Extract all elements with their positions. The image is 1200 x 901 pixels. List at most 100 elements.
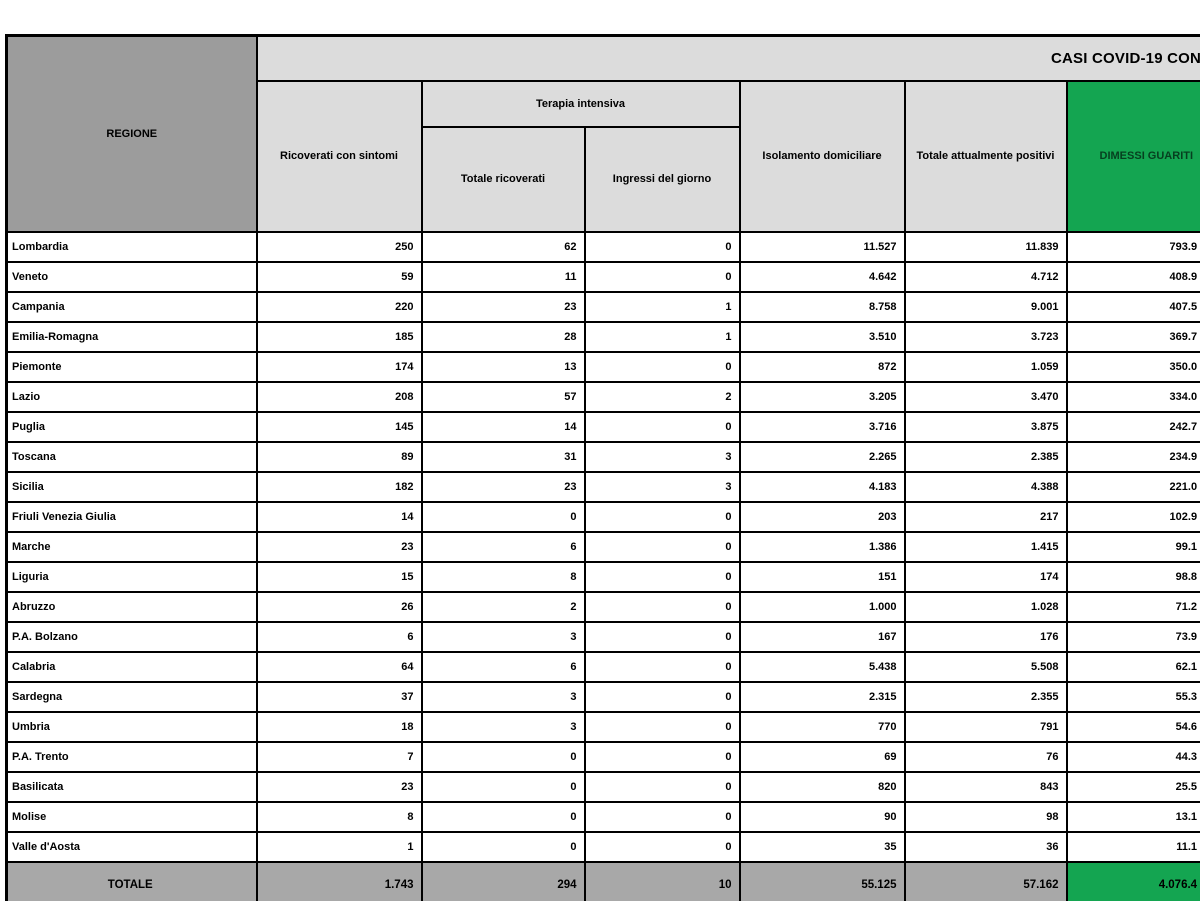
region-name-cell: Umbria: [5, 711, 258, 743]
region-name-cell: Valle d'Aosta: [5, 831, 258, 863]
recovered-cell: 55.3: [1065, 681, 1200, 713]
home-isolation-cell: 4.183: [738, 471, 906, 503]
recovered-cell: 234.9: [1065, 441, 1200, 473]
home-isolation-cell: 820: [738, 771, 906, 803]
region-name-cell: Lombardia: [5, 231, 258, 263]
home-isolation-cell: 872: [738, 351, 906, 383]
icu-total-cell: 13: [420, 351, 586, 383]
icu-admissions-cell: 0: [583, 681, 741, 713]
recovered-cell: 73.9: [1065, 621, 1200, 653]
hospitalized-cell: 23: [255, 771, 423, 803]
home-isolation-cell: 8.758: [738, 291, 906, 323]
icu-admissions-cell: 3: [583, 441, 741, 473]
icu-total-cell: 0: [420, 801, 586, 833]
totals-row: TOTALE 1.743 294 10 55.125 57.162 4.076.…: [5, 861, 1200, 901]
icu-admissions-cell: 0: [583, 711, 741, 743]
hospitalized-cell: 14: [255, 501, 423, 533]
icu-admissions-cell: 0: [583, 621, 741, 653]
recovered-cell: 25.5: [1065, 771, 1200, 803]
icu-total-cell: 23: [420, 291, 586, 323]
home-isolation-cell: 11.527: [738, 231, 906, 263]
total-positive-cell: 1.415: [903, 531, 1068, 563]
column-header-region: REGIONE: [5, 34, 258, 233]
region-name-cell: Abruzzo: [5, 591, 258, 623]
recovered-cell: 407.5: [1065, 291, 1200, 323]
region-name-cell: Friuli Venezia Giulia: [5, 501, 258, 533]
totals-icu-admissions: 10: [583, 861, 741, 901]
covid-table-sheet: REGIONE CASI COVID-19 CON Ricoverati con…: [5, 34, 1200, 901]
region-name-cell: Campania: [5, 291, 258, 323]
hospitalized-cell: 174: [255, 351, 423, 383]
hospitalized-cell: 26: [255, 591, 423, 623]
icu-admissions-cell: 0: [583, 801, 741, 833]
total-positive-cell: 98: [903, 801, 1068, 833]
recovered-cell: 102.9: [1065, 501, 1200, 533]
total-positive-cell: 9.001: [903, 291, 1068, 323]
hospitalized-cell: 8: [255, 801, 423, 833]
icu-total-cell: 0: [420, 501, 586, 533]
icu-admissions-cell: 3: [583, 471, 741, 503]
home-isolation-cell: 2.265: [738, 441, 906, 473]
icu-admissions-cell: 0: [583, 501, 741, 533]
icu-total-cell: 2: [420, 591, 586, 623]
total-positive-cell: 2.385: [903, 441, 1068, 473]
table-body: Lombardia 250 62 0 11.527 11.839 793.9 V…: [5, 231, 1200, 863]
total-positive-cell: 217: [903, 501, 1068, 533]
icu-admissions-cell: 1: [583, 321, 741, 353]
home-isolation-cell: 1.386: [738, 531, 906, 563]
hospitalized-cell: 18: [255, 711, 423, 743]
totals-icu-total: 294: [420, 861, 586, 901]
icu-total-cell: 14: [420, 411, 586, 443]
region-name-cell: Basilicata: [5, 771, 258, 803]
recovered-cell: 99.1: [1065, 531, 1200, 563]
icu-admissions-cell: 0: [583, 591, 741, 623]
region-name-cell: Veneto: [5, 261, 258, 293]
home-isolation-cell: 3.510: [738, 321, 906, 353]
region-name-cell: Marche: [5, 531, 258, 563]
totals-total-positive: 57.162: [903, 861, 1068, 901]
table-row: Umbria 18 3 0 770 791 54.6: [5, 711, 1200, 743]
icu-admissions-cell: 0: [583, 561, 741, 593]
column-header-icu-admissions: Ingressi del giorno: [583, 126, 741, 233]
column-header-recovered: DIMESSI GUARITI: [1065, 80, 1200, 233]
home-isolation-cell: 35: [738, 831, 906, 863]
icu-total-cell: 6: [420, 531, 586, 563]
region-name-cell: Sardegna: [5, 681, 258, 713]
recovered-cell: 62.1: [1065, 651, 1200, 683]
table-header: REGIONE CASI COVID-19 CON Ricoverati con…: [5, 34, 1200, 233]
hospitalized-cell: 23: [255, 531, 423, 563]
column-header-hospitalized: Ricoverati con sintomi: [255, 80, 423, 233]
icu-admissions-cell: 0: [583, 651, 741, 683]
total-positive-cell: 174: [903, 561, 1068, 593]
column-header-icu-total: Totale ricoverati: [420, 126, 586, 233]
hospitalized-cell: 37: [255, 681, 423, 713]
page-title: CASI COVID-19 CON: [255, 34, 1200, 82]
total-positive-cell: 11.839: [903, 231, 1068, 263]
table-row: Valle d'Aosta 1 0 0 35 36 11.1: [5, 831, 1200, 863]
table-row: Campania 220 23 1 8.758 9.001 407.5: [5, 291, 1200, 323]
table-row: Abruzzo 26 2 0 1.000 1.028 71.2: [5, 591, 1200, 623]
icu-total-cell: 0: [420, 831, 586, 863]
total-positive-cell: 791: [903, 711, 1068, 743]
recovered-cell: 350.0: [1065, 351, 1200, 383]
region-name-cell: Emilia-Romagna: [5, 321, 258, 353]
icu-total-cell: 28: [420, 321, 586, 353]
home-isolation-cell: 3.716: [738, 411, 906, 443]
table-row: Toscana 89 31 3 2.265 2.385 234.9: [5, 441, 1200, 473]
icu-total-cell: 6: [420, 651, 586, 683]
region-name-cell: Sicilia: [5, 471, 258, 503]
recovered-cell: 11.1: [1065, 831, 1200, 863]
table-row: Veneto 59 11 0 4.642 4.712 408.9: [5, 261, 1200, 293]
icu-admissions-cell: 1: [583, 291, 741, 323]
table-row: Liguria 15 8 0 151 174 98.8: [5, 561, 1200, 593]
region-name-cell: Lazio: [5, 381, 258, 413]
column-header-home-isolation: Isolamento domiciliare: [738, 80, 906, 233]
total-positive-cell: 1.059: [903, 351, 1068, 383]
recovered-cell: 71.2: [1065, 591, 1200, 623]
region-name-cell: Calabria: [5, 651, 258, 683]
icu-total-cell: 3: [420, 621, 586, 653]
hospitalized-cell: 89: [255, 441, 423, 473]
icu-total-cell: 57: [420, 381, 586, 413]
icu-admissions-cell: 0: [583, 741, 741, 773]
